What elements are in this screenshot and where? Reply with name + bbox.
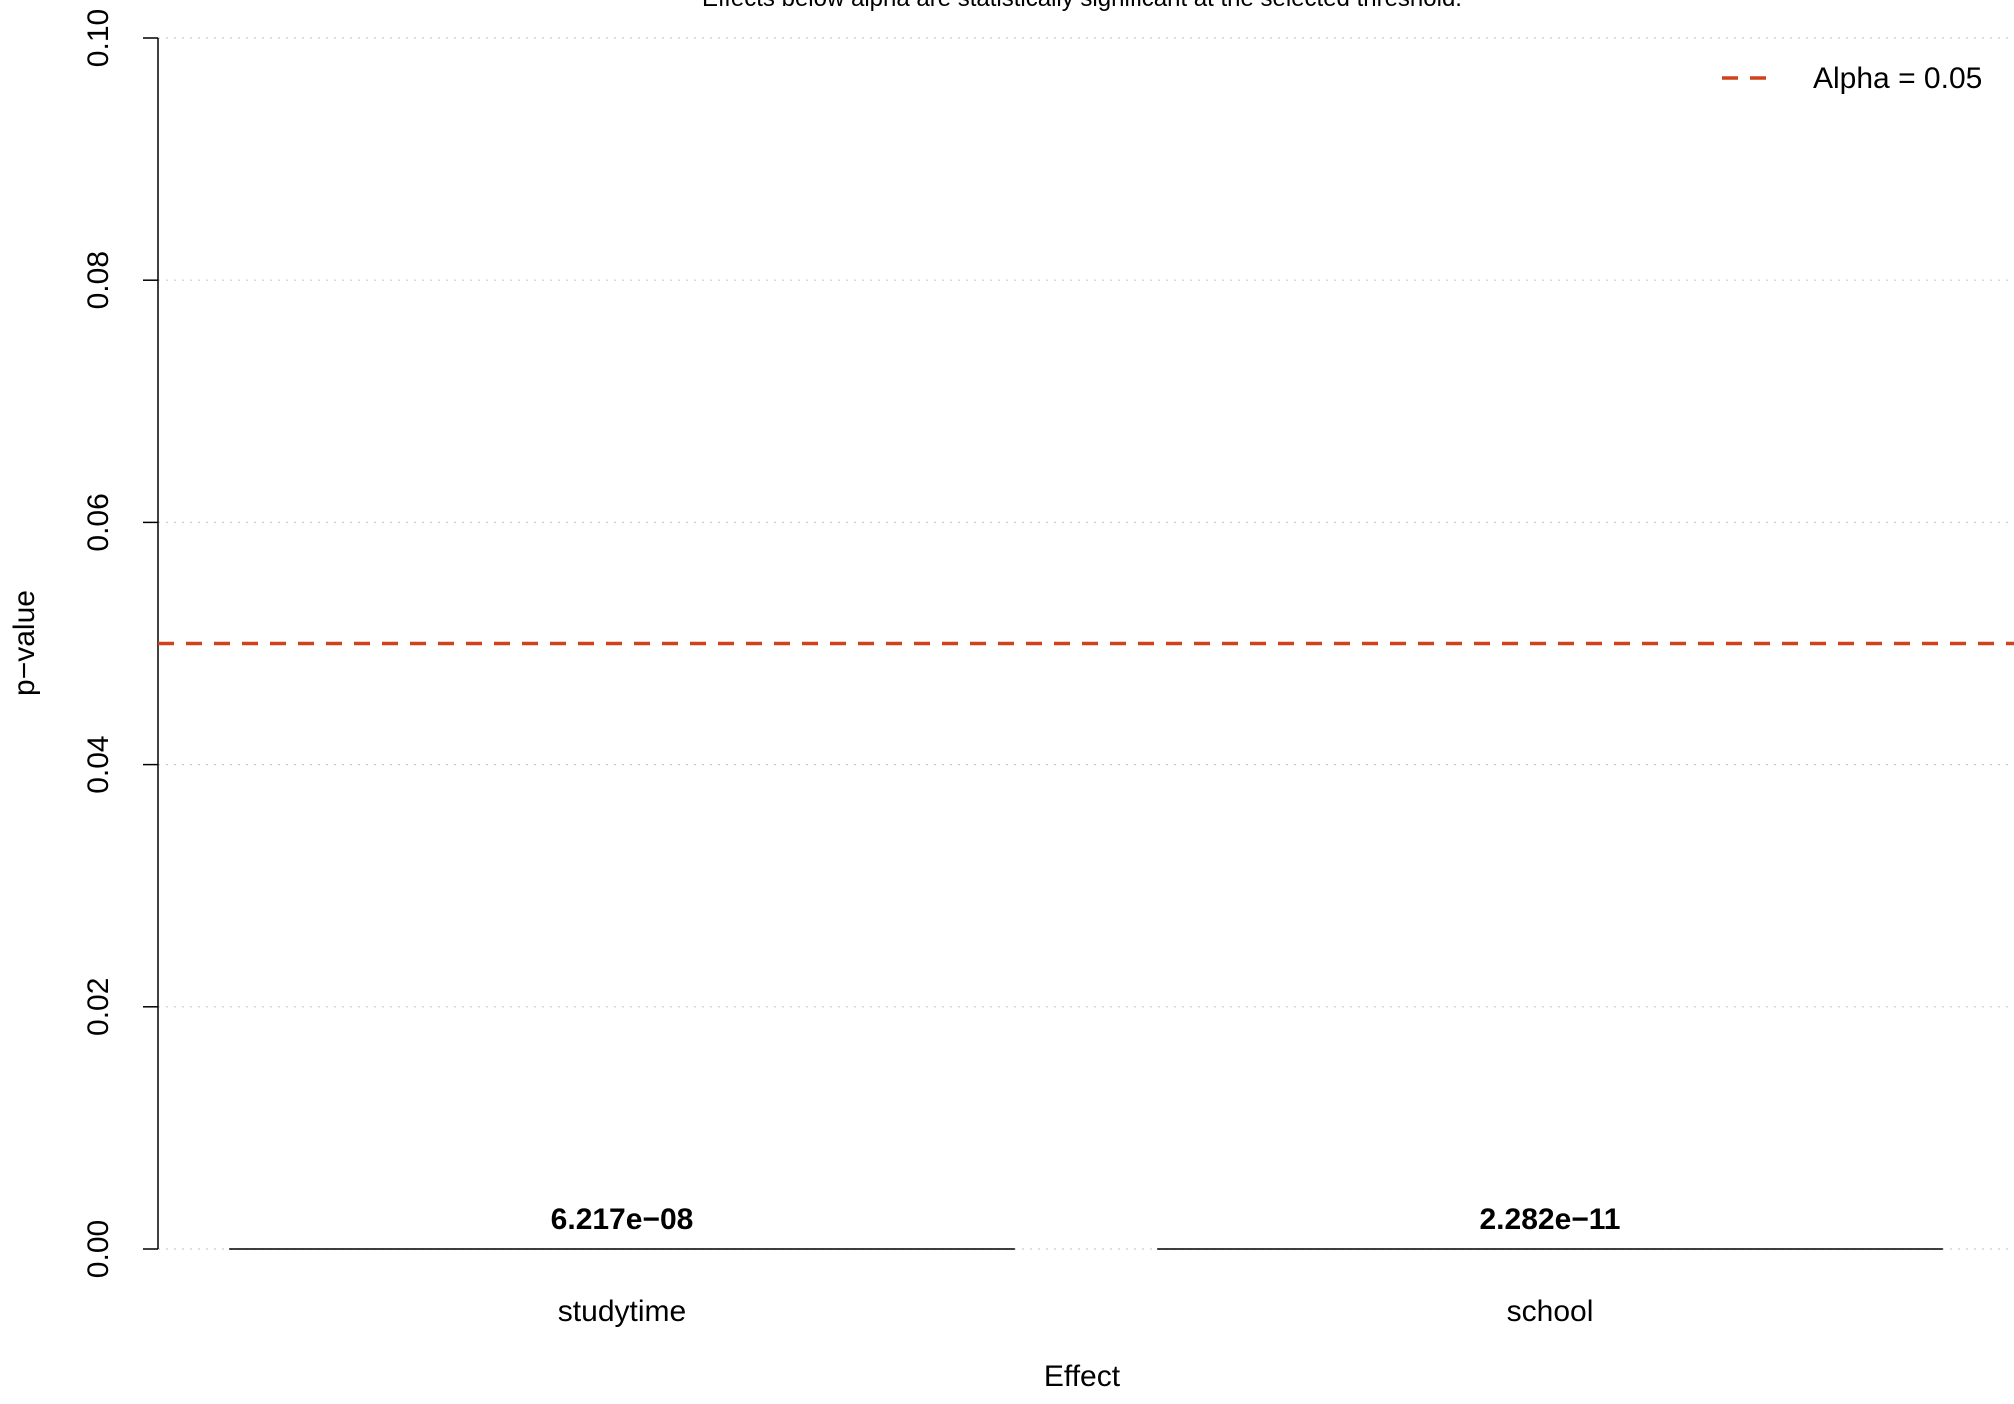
y-tick-label-2: 0.04 [82, 735, 115, 793]
category-label-school: school [1507, 1295, 1594, 1328]
value-label-school: 2.282e−11 [1480, 1203, 1621, 1236]
value-labels-layer: 6.217e−08 2.282e−11 [551, 1203, 1621, 1236]
y-axis-title: p−value [8, 590, 41, 696]
x-axis-title: Effect [1044, 1360, 1121, 1393]
y-tick-label-0: 0.00 [82, 1220, 115, 1278]
value-label-studytime: 6.217e−08 [551, 1203, 694, 1236]
category-label-studytime: studytime [558, 1295, 686, 1328]
y-axis: 0.00 0.02 0.04 0.06 0.08 0.10 [82, 9, 158, 1278]
y-tick-label-5: 0.10 [82, 9, 115, 67]
y-tick-label-3: 0.06 [82, 493, 115, 551]
chart-subtitle: Effects below alpha are statistically si… [702, 0, 1462, 12]
y-tick-label-1: 0.02 [82, 978, 115, 1036]
legend-alpha-label: Alpha = 0.05 [1813, 62, 1982, 95]
y-tick-label-4: 0.08 [82, 251, 115, 309]
x-category-labels: studytime school [558, 1295, 1594, 1328]
legend: Alpha = 0.05 [1722, 62, 1982, 95]
